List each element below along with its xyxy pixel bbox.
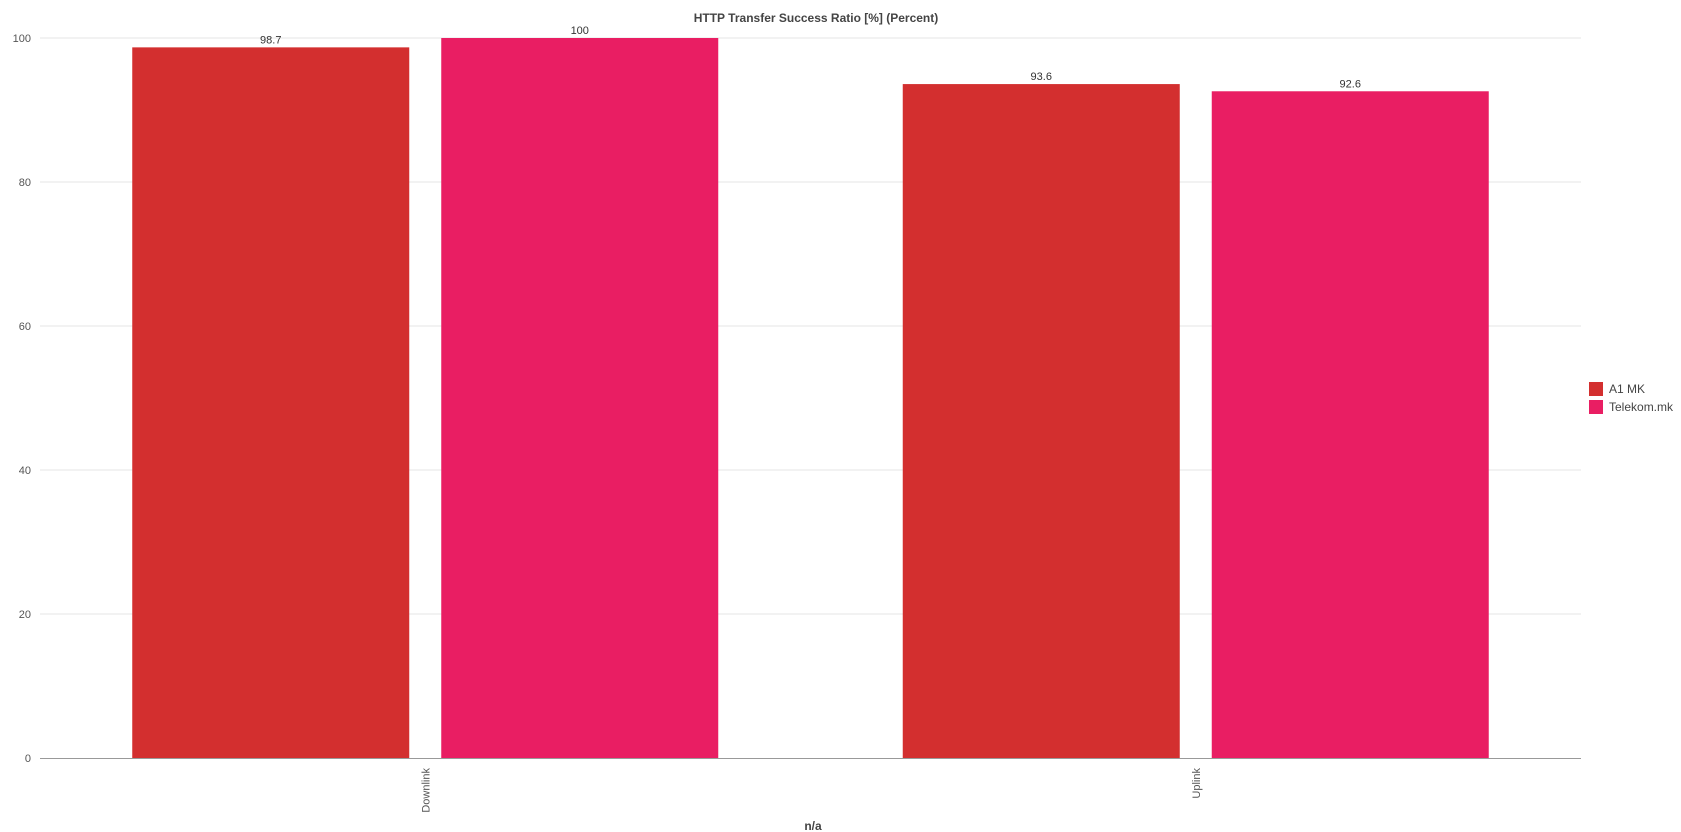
- legend-label: A1 MK: [1609, 382, 1645, 396]
- data-labels: 98.7 100 93.6 92.6: [260, 25, 1361, 90]
- bar-telekom-mk-downlink: [441, 38, 719, 758]
- bar-telekom-mk-uplink: [1211, 91, 1489, 758]
- bars: [132, 38, 1489, 759]
- y-tick-label: 40: [19, 465, 31, 477]
- data-label: 93.6: [1031, 71, 1052, 83]
- data-label: 98.7: [260, 34, 281, 46]
- legend-swatch: [1589, 400, 1603, 414]
- x-category-label: Downlink: [420, 768, 432, 813]
- axes: 0 20 40 60 80 100 Downlink Uplink: [13, 33, 1581, 813]
- legend-label: Telekom.mk: [1609, 400, 1674, 414]
- y-tick-label: 0: [25, 753, 31, 765]
- y-tick-label: 80: [19, 177, 31, 189]
- y-tick-label: 100: [13, 33, 31, 45]
- data-label: 92.6: [1340, 78, 1361, 90]
- x-category-label: Uplink: [1191, 768, 1203, 799]
- x-axis-title: n/a: [804, 819, 822, 832]
- y-tick-label: 60: [19, 321, 31, 333]
- bar-a1-mk-downlink: [132, 47, 410, 759]
- data-label: 100: [571, 25, 589, 37]
- y-tick-label: 20: [19, 609, 31, 621]
- chart-title: HTTP Transfer Success Ratio [%] (Percent…: [694, 11, 939, 25]
- bar-a1-mk-uplink: [902, 84, 1180, 758]
- legend-swatch: [1589, 382, 1603, 396]
- legend: A1 MK Telekom.mk: [1589, 382, 1674, 414]
